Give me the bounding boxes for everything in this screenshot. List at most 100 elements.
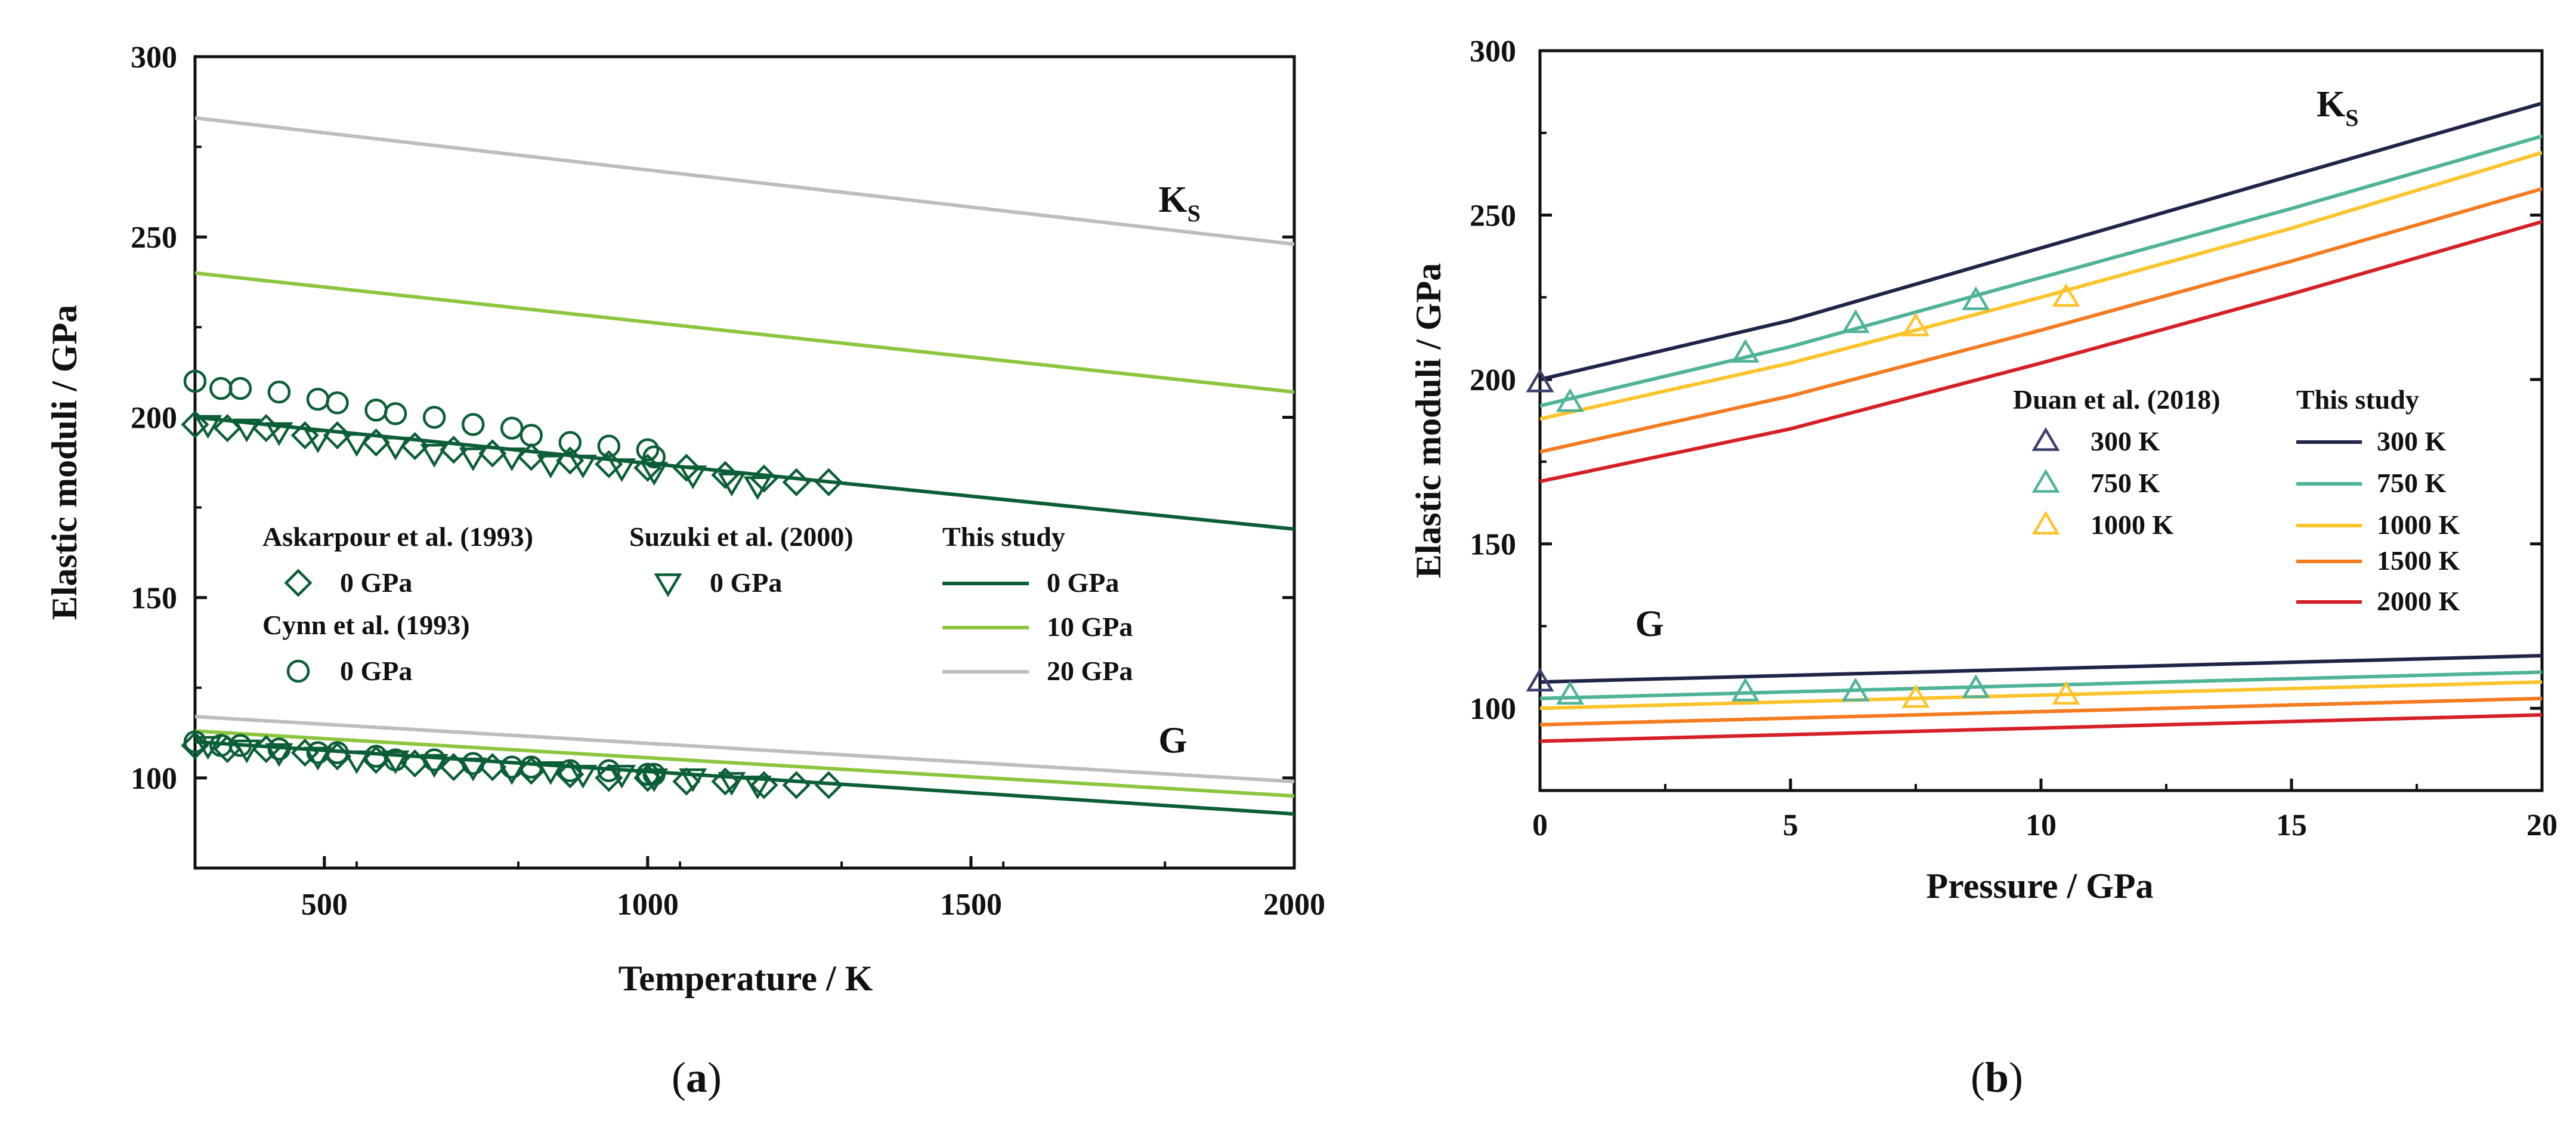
series-line (195, 271, 1294, 394)
y-axis-label: Elastic moduli / GPa (45, 305, 84, 620)
data-point (183, 730, 207, 754)
x-tick-label: 1000 (617, 888, 679, 922)
y-tick-label: 250 (1470, 199, 1516, 233)
data-point (750, 464, 778, 493)
chart-b: 100 150 200 250 300 0 5 10 15 20 Pressure / GPa Ela… (1409, 35, 2558, 1101)
series-line (195, 116, 1294, 246)
data-point (672, 767, 701, 796)
data-point (636, 438, 660, 462)
data-point (536, 761, 565, 785)
data-point (304, 746, 332, 771)
data-point (209, 376, 233, 400)
data-point (642, 762, 666, 786)
data-point (1901, 684, 1930, 708)
moduli-annotation: G (1635, 604, 1664, 644)
data-point (743, 476, 772, 501)
data-point (536, 455, 565, 479)
data-point (342, 433, 371, 457)
data-point (401, 432, 429, 461)
series-line (195, 740, 1294, 816)
data-point (640, 768, 669, 792)
data-point (361, 746, 391, 774)
legend-title: Suzuki et al. (2000) (629, 521, 853, 552)
legend-label: 0 GPa (710, 567, 782, 598)
x-axis-label: Pressure / GPa (1926, 866, 2153, 906)
legend-marker-swatch (284, 569, 313, 597)
x-tick-label: 500 (301, 888, 348, 922)
data-point (718, 473, 746, 497)
data-point (364, 399, 388, 422)
series-line (1540, 680, 2542, 711)
data-point (608, 458, 636, 483)
data-point (461, 413, 485, 436)
x-axis-label: Temperature / K (619, 959, 873, 998)
data-point (306, 387, 330, 411)
data-point (750, 771, 778, 799)
data-point (267, 737, 291, 761)
legend-label: 2000 K (2377, 586, 2460, 616)
data-point (420, 754, 449, 778)
legend-label: 10 GPa (1047, 612, 1133, 642)
data-point (597, 434, 621, 458)
legend-label: 0 GPa (1047, 567, 1119, 598)
series-line (1540, 654, 2542, 684)
series-line (1540, 713, 2542, 743)
data-point (384, 748, 407, 771)
data-point (461, 752, 485, 775)
legend-label: 750 K (2377, 468, 2447, 498)
series-line (1540, 187, 2542, 454)
data-point (233, 418, 261, 443)
y-tick-label: 250 (131, 221, 177, 255)
data-point (228, 734, 252, 757)
data-point (1526, 368, 1554, 393)
data-point (672, 453, 701, 482)
legend-label: 750 K (2091, 468, 2160, 498)
plot-frame (193, 55, 1296, 870)
data-point (497, 447, 526, 471)
data-point (228, 376, 252, 400)
data-point (597, 759, 621, 783)
data-point (718, 772, 746, 796)
y-tick-label: 200 (131, 401, 177, 435)
data-point (304, 429, 332, 453)
data-point (194, 415, 222, 439)
panel-caption: (b) (1971, 1054, 2023, 1101)
legend-marker-swatch (654, 573, 682, 597)
legend-title: Askarpour et al. (1993) (262, 521, 533, 552)
data-point (636, 762, 660, 786)
data-point (1962, 674, 1990, 699)
plot-area (195, 116, 1294, 816)
data-point (1731, 339, 1759, 363)
y-tick-label: 200 (1470, 363, 1516, 397)
series-line (1540, 696, 2542, 727)
series-line (195, 729, 1294, 798)
data-point (517, 443, 546, 471)
legend-label: 1500 K (2377, 545, 2460, 576)
data-point (265, 422, 293, 446)
series-line (1540, 220, 2542, 483)
legend-marker-swatch (286, 659, 310, 683)
x-tick-label: 0 (1532, 808, 1548, 842)
series-line (1540, 670, 2542, 700)
data-point (183, 369, 207, 393)
legend-label: 0 GPa (340, 567, 412, 598)
data-point (422, 406, 446, 429)
legend: Askarpour et al. (1993) 0 GPa Cynn et al. … (262, 521, 1133, 686)
data-point (642, 445, 666, 469)
moduli-annotation: KS (2317, 84, 2358, 131)
data-point (381, 436, 410, 461)
data-point (558, 431, 582, 455)
data-point (265, 743, 293, 767)
data-point (213, 734, 242, 764)
data-point (459, 447, 487, 471)
data-point (420, 444, 449, 468)
series-line (1540, 134, 2542, 408)
chart-a: 100 150 200 250 300 500 1000 1500 2000 Temperatur… (45, 41, 1325, 1101)
data-point (1731, 677, 1759, 702)
data-point (556, 760, 585, 789)
data-point (519, 424, 543, 447)
data-point (326, 741, 349, 764)
data-point (558, 759, 582, 783)
data-point (814, 771, 843, 799)
